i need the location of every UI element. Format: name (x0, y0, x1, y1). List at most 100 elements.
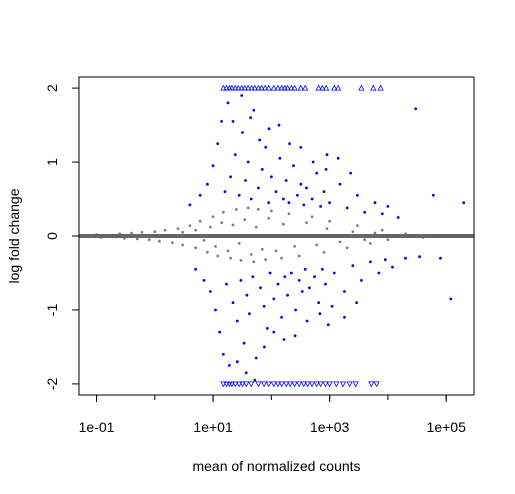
data-point (176, 227, 180, 231)
data-point (188, 203, 192, 207)
clipped-point-down (291, 381, 298, 388)
clipped-point-down (243, 381, 250, 388)
data-point (153, 230, 157, 234)
data-point (171, 241, 174, 245)
data-point (252, 260, 256, 264)
data-point (299, 145, 303, 149)
clipped-point-down (373, 381, 380, 388)
data-point (343, 290, 346, 293)
data-point (351, 264, 355, 267)
data-point (249, 253, 253, 256)
data-point (194, 246, 198, 250)
x-tick-label: 1e-01 (79, 419, 115, 435)
x-axis-label: mean of normalized counts (192, 458, 360, 474)
data-point (245, 293, 249, 297)
clipped-point-up (258, 84, 265, 91)
data-point (349, 171, 353, 175)
data-point (369, 260, 372, 264)
data-point (246, 160, 250, 164)
clipped-point-up (228, 84, 236, 91)
data-point (377, 271, 381, 275)
data-point (418, 255, 421, 259)
clipped-point-down (283, 381, 290, 388)
x-tick-label: 1e+03 (310, 419, 350, 435)
data-point (328, 201, 331, 205)
data-point (211, 164, 215, 168)
data-point (188, 224, 192, 228)
y-tick-label: 1 (44, 158, 60, 166)
data-point (404, 256, 407, 260)
clipped-point-up (370, 84, 377, 91)
clipped-point-up (255, 84, 262, 91)
data-point (383, 258, 387, 262)
x-tick-label: 1e+05 (427, 419, 467, 435)
data-point (254, 356, 258, 360)
clipped-point-down (313, 381, 320, 388)
data-point (229, 175, 233, 179)
data-point (324, 168, 328, 171)
clipped-point-up (248, 84, 255, 91)
data-point (268, 271, 272, 275)
data-point (240, 94, 244, 97)
clipped-point-up (284, 84, 291, 91)
data-point (321, 267, 324, 271)
data-point (294, 308, 297, 312)
clipped-point-down (270, 381, 277, 388)
data-point (277, 123, 281, 127)
data-point (198, 219, 202, 223)
clipped-point-down (308, 381, 316, 388)
data-point (284, 179, 288, 182)
data-point (363, 210, 367, 214)
data-point (322, 190, 326, 194)
data-point (351, 230, 355, 234)
data-point (252, 108, 256, 112)
clipped-point-down (265, 381, 272, 388)
data-point (241, 131, 244, 134)
data-point (211, 215, 215, 219)
clipped-point-down (368, 381, 375, 388)
data-point (130, 231, 134, 235)
clipped-point-up (244, 84, 252, 91)
clipped-point-down (247, 381, 255, 388)
data-point (293, 245, 296, 248)
data-point (380, 212, 384, 216)
clipped-point-down (274, 381, 282, 388)
data-point (214, 308, 217, 312)
data-point (243, 218, 247, 222)
data-point (253, 378, 257, 382)
data-point (222, 210, 225, 214)
data-point (439, 256, 442, 260)
data-point (235, 319, 239, 323)
data-point (226, 101, 230, 105)
data-point (194, 267, 198, 271)
data-point (431, 193, 435, 197)
clipped-point-up (334, 84, 342, 91)
data-point (360, 279, 363, 282)
data-point (267, 201, 271, 205)
data-point (264, 145, 268, 149)
clipped-point-down (317, 381, 324, 388)
clipped-point-up (331, 84, 338, 91)
data-point (163, 228, 167, 232)
data-point (325, 227, 329, 231)
data-point (386, 238, 390, 242)
data-point (249, 197, 253, 201)
data-point (283, 275, 287, 279)
y-tick-label: 0 (44, 232, 60, 240)
data-point (214, 245, 217, 248)
data-point (239, 259, 243, 262)
data-point (267, 216, 271, 220)
data-point (287, 201, 291, 205)
data-point (222, 352, 225, 356)
data-point (332, 271, 336, 275)
data-point (303, 267, 307, 271)
data-point (260, 247, 264, 251)
clipped-point-up (278, 84, 285, 91)
data-point (225, 282, 228, 286)
data-point (293, 334, 297, 338)
data-point (287, 212, 291, 216)
data-point (218, 330, 222, 334)
data-point (209, 290, 212, 293)
data-point (257, 208, 260, 211)
data-point (310, 197, 314, 201)
